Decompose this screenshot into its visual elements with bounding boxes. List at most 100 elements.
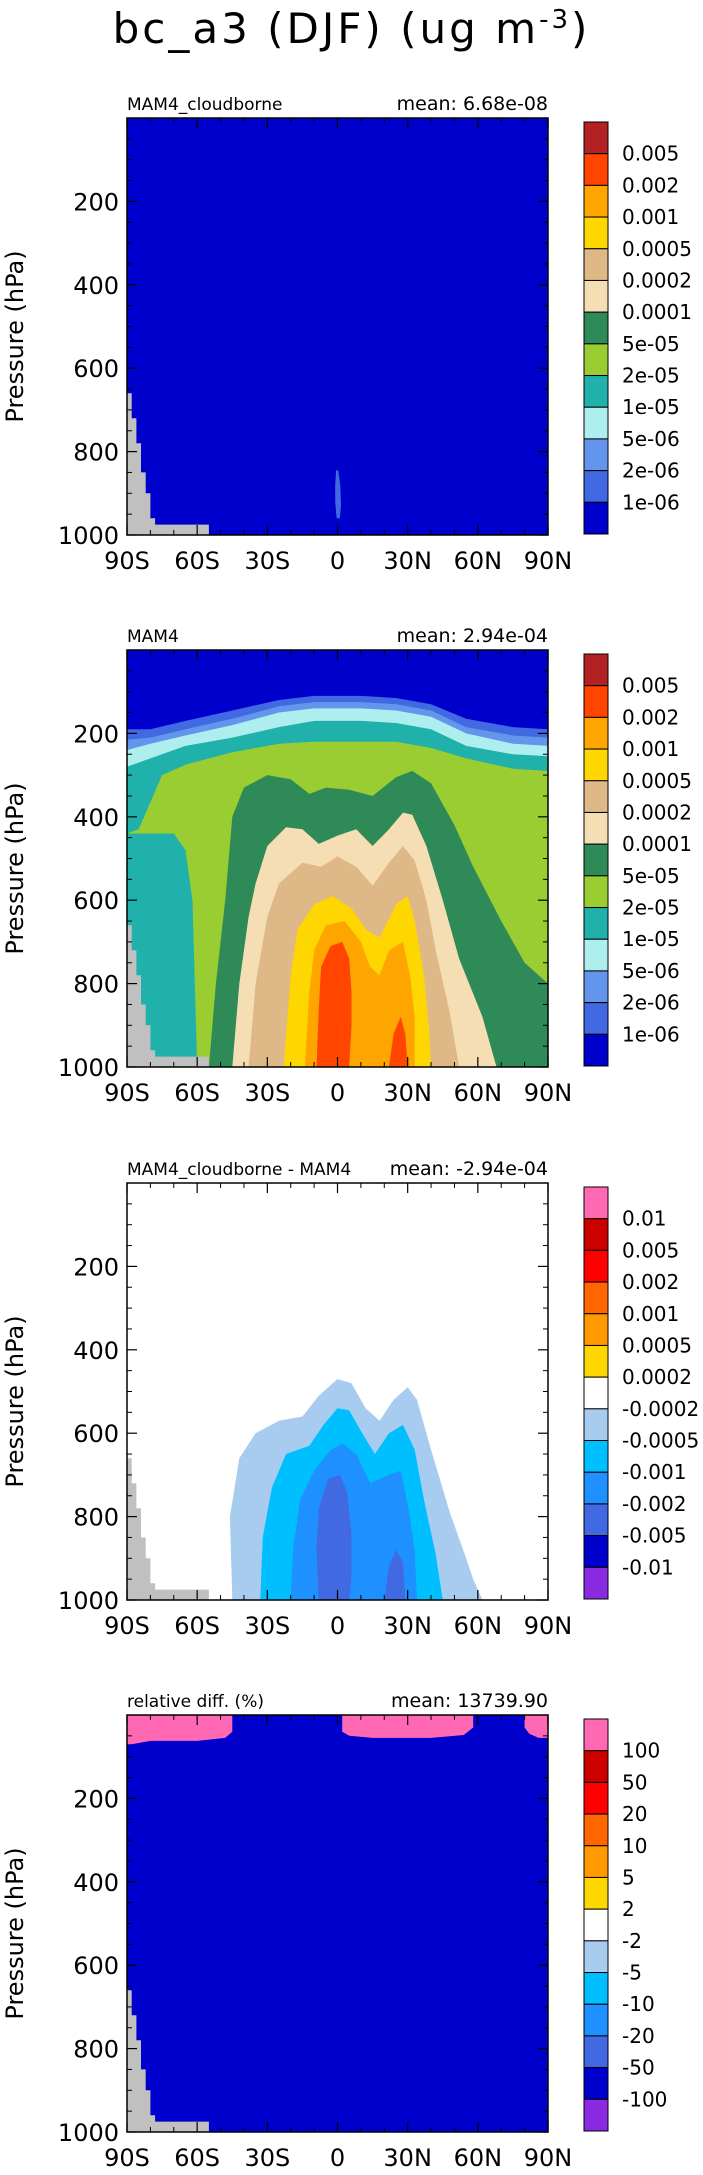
legend-colorbar: 0.005 0.002 0.001 0.0005 0.0002 0.0001 5e-05 2e… xyxy=(583,653,692,1067)
legend-label: 0.01 xyxy=(622,1207,667,1231)
legend-label: 2 xyxy=(622,1897,635,1921)
legend-swatch xyxy=(583,1313,609,1346)
legend-label: 1e-06 xyxy=(622,490,680,514)
legend-swatch xyxy=(583,907,609,940)
x-tick-label: 30N xyxy=(383,2144,432,2172)
y-tick-label: 200 xyxy=(73,1253,119,1281)
x-tick-label: 60S xyxy=(174,2144,220,2172)
legend-swatch xyxy=(583,1408,609,1442)
x-tick-label: 0 xyxy=(330,1079,345,1107)
legend-label: -2 xyxy=(622,1929,642,1953)
legend-colorbar: 0.01 0.005 0.002 0.001 0.0005 0.0002 -0.0002 -0… xyxy=(583,1186,699,1600)
legend-swatch xyxy=(583,970,609,1004)
legend-swatch xyxy=(583,1940,609,1974)
legend-swatch xyxy=(583,375,609,408)
y-tick-label: 800 xyxy=(73,439,119,467)
y-tick-label: 600 xyxy=(73,1420,119,1448)
legend-label: 5e-06 xyxy=(622,427,680,451)
legend-swatch xyxy=(583,1908,609,1942)
contour-region-2 xyxy=(342,1715,474,1738)
y-tick-label: 400 xyxy=(73,804,119,832)
legend-swatch xyxy=(583,1535,609,1568)
legend-label: 0.002 xyxy=(622,173,679,197)
y-axis-label: Pressure (hPa) xyxy=(1,250,29,422)
contour-regions xyxy=(127,695,548,1067)
legend-swatch xyxy=(583,685,609,718)
legend-swatch xyxy=(583,438,609,472)
legend-swatch xyxy=(583,1440,609,1473)
legend-swatch xyxy=(583,1218,609,1251)
x-tick-label: 30S xyxy=(244,1612,290,1640)
plot-background xyxy=(127,1715,548,2132)
x-tick-label: 30S xyxy=(244,2144,290,2172)
y-tick-label: 200 xyxy=(73,1785,119,1813)
legend-swatch xyxy=(583,938,609,972)
y-axis-label: Pressure (hPa) xyxy=(1,1315,29,1487)
x-tick-label: 0 xyxy=(330,1612,345,1640)
legend-swatch xyxy=(583,1249,609,1283)
legend-label: 0.005 xyxy=(622,674,679,698)
contour-region-11 xyxy=(316,941,352,1067)
legend-label: 0.0002 xyxy=(622,800,692,824)
x-tick-label: 90N xyxy=(524,1079,573,1107)
y-tick-label: 600 xyxy=(73,887,119,915)
legend-swatch xyxy=(583,748,609,782)
panel-label: MAM4_cloudborne - MAM4 xyxy=(127,1160,351,1180)
legend-swatch xyxy=(583,248,609,281)
legend-label: 2e-06 xyxy=(622,459,680,483)
legend-label: 0.005 xyxy=(622,1238,679,1262)
legend-swatch xyxy=(583,653,609,687)
legend-label: 0.005 xyxy=(622,142,679,166)
contour-region-5 xyxy=(384,1550,406,1600)
plot-background xyxy=(127,118,548,535)
legend-label: 5e-05 xyxy=(622,864,680,888)
legend-swatch xyxy=(583,1503,609,1537)
y-tick-label: 400 xyxy=(73,1337,119,1365)
y-tick-label: 800 xyxy=(73,1504,119,1532)
legend-label: 5e-05 xyxy=(622,332,680,356)
legend-label: 0.0005 xyxy=(622,1333,692,1357)
legend-label: -5 xyxy=(622,1961,642,1985)
contour-region-1 xyxy=(127,1715,233,1745)
legend-label: 5 xyxy=(622,1865,635,1889)
legend-swatch xyxy=(583,1566,609,1600)
legend-label: -0.002 xyxy=(622,1492,686,1516)
legend-label: 0.001 xyxy=(622,1302,679,1326)
legend-label: 0.0001 xyxy=(622,832,692,856)
contour-regions xyxy=(127,1715,548,2132)
x-tick-label: 90S xyxy=(104,547,150,575)
contour-regions xyxy=(127,393,341,535)
legend-label: 2e-06 xyxy=(622,991,680,1015)
legend-swatch xyxy=(583,875,609,909)
x-tick-label: 60N xyxy=(454,2144,503,2172)
legend-swatch xyxy=(583,153,609,186)
panel-label: relative diff. (%) xyxy=(127,1692,264,1712)
topography-mask xyxy=(127,925,209,1067)
legend-label: 0.0002 xyxy=(622,1365,692,1389)
legend-swatch xyxy=(583,1972,609,2005)
topography-mask xyxy=(127,1990,209,2132)
contour-regions xyxy=(127,1379,483,1600)
legend-label: 50 xyxy=(622,1770,647,1794)
x-tick-label: 30N xyxy=(383,1079,432,1107)
legend-swatch xyxy=(583,406,609,440)
x-tick-label: 0 xyxy=(330,2144,345,2172)
legend-label: 2e-05 xyxy=(622,364,680,388)
x-tick-label: 90S xyxy=(104,1612,150,1640)
legend-label: 20 xyxy=(622,1802,647,1826)
legend-swatch xyxy=(583,1376,609,1410)
x-tick-label: 30N xyxy=(383,547,432,575)
legend-swatch xyxy=(583,2035,609,2069)
legend-swatch xyxy=(583,1845,609,1878)
legend-label: 0.0005 xyxy=(622,769,692,793)
legend-label: 0.002 xyxy=(622,1270,679,1294)
legend-label: -100 xyxy=(622,2087,667,2111)
x-tick-label: 30N xyxy=(383,1612,432,1640)
x-tick-label: 60S xyxy=(174,1612,220,1640)
legend-label: 0.001 xyxy=(622,205,679,229)
legend-label: 1e-06 xyxy=(622,1022,680,1046)
legend-swatch xyxy=(583,216,609,250)
y-tick-label: 800 xyxy=(73,971,119,999)
